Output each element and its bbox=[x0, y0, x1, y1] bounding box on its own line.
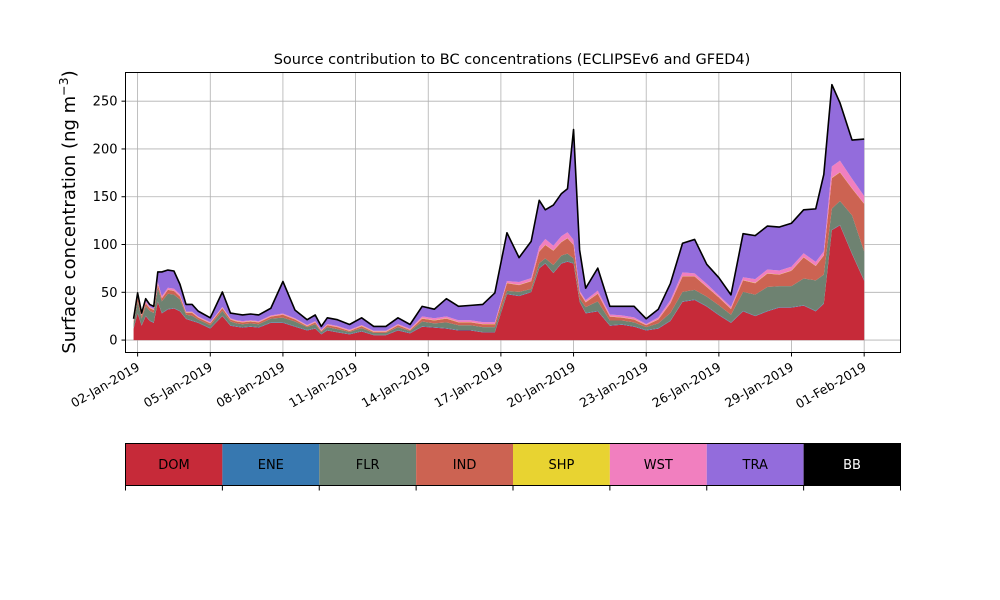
colorbar-label-wst: WST bbox=[644, 458, 673, 473]
y-tick-label: 100 bbox=[93, 238, 118, 253]
area-ind bbox=[133, 172, 865, 333]
x-tick-label: 26-Jan-2019 bbox=[649, 359, 723, 410]
y-axis-label-close: ) bbox=[59, 70, 80, 77]
y-axis-label: Surface concentration (ng m−3) bbox=[56, 70, 80, 353]
x-tick-label: 29-Jan-2019 bbox=[722, 359, 796, 410]
colorbar-label-ind: IND bbox=[453, 458, 477, 473]
colorbar-label-ene: ENE bbox=[258, 458, 284, 473]
colorbar-swatch-shp bbox=[513, 443, 610, 486]
y-axis-label-exponent: −3 bbox=[56, 77, 71, 95]
colorbar-swatch-wst bbox=[609, 443, 707, 486]
x-tick-label: 05-Jan-2019 bbox=[141, 359, 215, 410]
x-tick-label: 01-Feb-2019 bbox=[793, 359, 869, 411]
stacked-areas bbox=[133, 84, 865, 341]
x-tick-label: 11-Jan-2019 bbox=[286, 359, 360, 410]
colorbar-swatch-ene bbox=[222, 443, 320, 486]
total-line bbox=[132, 83, 865, 328]
colorbar-label-flr: FLR bbox=[356, 458, 380, 473]
y-axis-label-text: Surface concentration (ng m bbox=[59, 96, 80, 354]
colorbar-swatch-tra bbox=[706, 443, 804, 486]
y-tick-label: 50 bbox=[101, 286, 118, 301]
colorbar-swatch-flr bbox=[319, 443, 417, 486]
x-tick-label: 02-Jan-2019 bbox=[68, 359, 142, 410]
source-colorbar: DOM ENE FLR IND SHP WST TRA BB bbox=[125, 443, 901, 491]
y-tick-label: 200 bbox=[93, 142, 118, 157]
colorbar-label-shp: SHP bbox=[549, 458, 575, 473]
area-tra bbox=[133, 85, 865, 331]
area-dom bbox=[133, 225, 865, 341]
colorbar-label-tra: TRA bbox=[742, 458, 768, 473]
colorbar-label-dom: DOM bbox=[158, 458, 189, 473]
y-tick-label: 150 bbox=[93, 190, 118, 205]
chart-title: Source contribution to BC concentrations… bbox=[274, 52, 751, 68]
y-tick-label: 250 bbox=[93, 95, 118, 110]
plot-frame bbox=[125, 72, 901, 353]
area-flr bbox=[133, 201, 865, 335]
colorbar-swatch-ind bbox=[416, 443, 513, 486]
colorbar-swatch-bb bbox=[803, 443, 901, 486]
x-tick-label: 17-Jan-2019 bbox=[431, 359, 505, 410]
total-outline bbox=[132, 83, 865, 328]
x-tick-label: 23-Jan-2019 bbox=[577, 359, 651, 410]
x-tick-label: 20-Jan-2019 bbox=[504, 359, 578, 410]
x-tick-label: 08-Jan-2019 bbox=[213, 359, 287, 410]
x-tick-label: 14-Jan-2019 bbox=[359, 359, 433, 410]
colorbar-swatch-dom bbox=[125, 443, 223, 486]
y-tick-label: 0 bbox=[109, 334, 117, 349]
colorbar-label-bb: BB bbox=[843, 458, 861, 473]
